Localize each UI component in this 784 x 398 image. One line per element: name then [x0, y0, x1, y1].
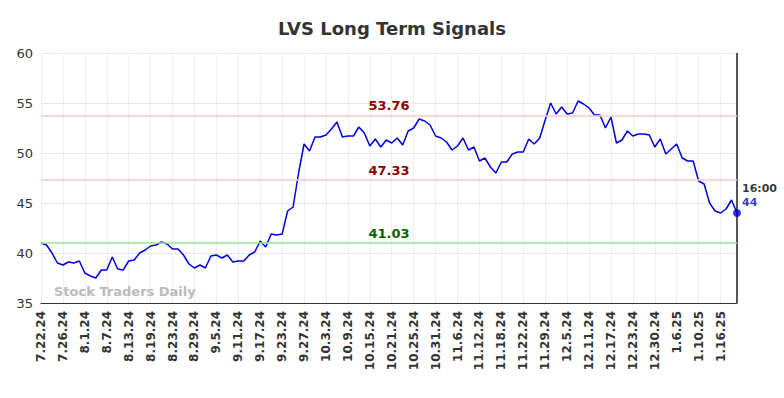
svg-text:50: 50 [16, 146, 33, 161]
svg-text:47.33: 47.33 [368, 163, 409, 178]
svg-text:12.17.24: 12.17.24 [604, 311, 618, 370]
svg-text:45: 45 [16, 196, 33, 211]
svg-text:11.29.24: 11.29.24 [538, 311, 552, 370]
svg-text:60: 60 [16, 46, 33, 61]
svg-text:11.22.24: 11.22.24 [516, 311, 530, 370]
svg-text:10.3.24: 10.3.24 [319, 311, 333, 362]
svg-text:9.27.24: 9.27.24 [297, 311, 311, 362]
svg-text:7.26.24: 7.26.24 [56, 311, 70, 362]
svg-text:10.21.24: 10.21.24 [385, 311, 399, 370]
svg-text:12.23.24: 12.23.24 [626, 311, 640, 370]
svg-text:40: 40 [16, 246, 33, 261]
svg-text:8.19.24: 8.19.24 [144, 311, 158, 362]
svg-text:44: 44 [742, 196, 758, 209]
svg-text:9.17.24: 9.17.24 [253, 311, 267, 362]
svg-text:53.76: 53.76 [368, 98, 409, 113]
svg-text:10.31.24: 10.31.24 [429, 311, 443, 370]
svg-text:10.25.24: 10.25.24 [407, 311, 421, 370]
svg-text:55: 55 [16, 96, 33, 111]
svg-text:9.11.24: 9.11.24 [231, 311, 245, 362]
svg-text:Stock Traders Daily: Stock Traders Daily [54, 284, 196, 299]
svg-text:16:00: 16:00 [742, 182, 777, 195]
svg-text:11.18.24: 11.18.24 [494, 311, 508, 370]
svg-text:35: 35 [16, 296, 33, 311]
svg-text:11.12.24: 11.12.24 [472, 311, 486, 370]
svg-text:41.03: 41.03 [368, 226, 409, 241]
svg-text:10.15.24: 10.15.24 [363, 311, 377, 370]
svg-text:12.5.24: 12.5.24 [560, 311, 574, 362]
svg-text:10.9.24: 10.9.24 [341, 311, 355, 362]
svg-text:8.23.24: 8.23.24 [166, 311, 180, 362]
svg-text:11.6.24: 11.6.24 [451, 311, 465, 362]
svg-text:12.11.24: 12.11.24 [582, 311, 596, 370]
svg-text:8.7.24: 8.7.24 [100, 311, 114, 354]
svg-text:12.30.24: 12.30.24 [648, 311, 662, 370]
svg-text:LVS Long Term Signals: LVS Long Term Signals [278, 18, 506, 39]
svg-text:7.22.24: 7.22.24 [34, 311, 48, 362]
svg-text:1.10.25: 1.10.25 [692, 311, 706, 362]
svg-text:8.13.24: 8.13.24 [122, 311, 136, 362]
svg-text:9.5.24: 9.5.24 [209, 311, 223, 354]
svg-text:8.29.24: 8.29.24 [187, 311, 201, 362]
svg-text:8.1.24: 8.1.24 [78, 311, 92, 354]
svg-text:9.23.24: 9.23.24 [275, 311, 289, 362]
svg-text:1.16.25: 1.16.25 [714, 311, 728, 362]
svg-text:1.6.25: 1.6.25 [670, 311, 684, 354]
